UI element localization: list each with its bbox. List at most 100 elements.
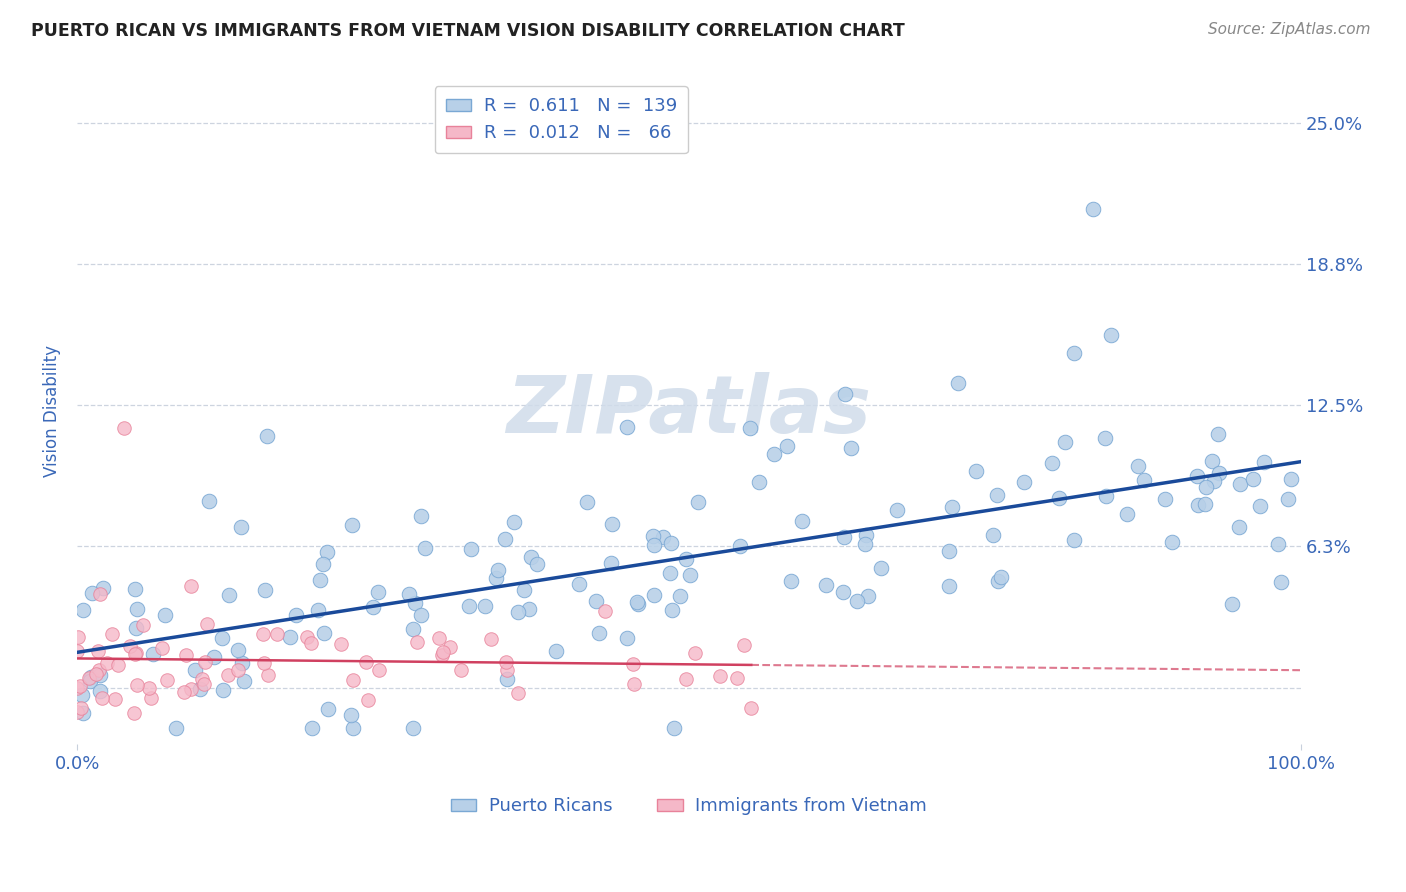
Point — [107, 657, 129, 672]
Point — [340, 518, 363, 533]
Point — [398, 587, 420, 601]
Point — [780, 574, 803, 588]
Point — [96, 656, 118, 670]
Point — [626, 595, 648, 609]
Point — [688, 495, 710, 509]
Text: ZIPatlas: ZIPatlas — [506, 372, 872, 450]
Point — [846, 594, 869, 608]
Point — [180, 579, 202, 593]
Point — [150, 641, 173, 656]
Point — [217, 667, 239, 681]
Point — [1202, 475, 1225, 489]
Point — [1154, 491, 1177, 506]
Point — [869, 561, 891, 575]
Point — [402, 623, 425, 637]
Point — [211, 682, 233, 697]
Point — [938, 579, 960, 593]
Point — [479, 632, 502, 647]
Point — [195, 616, 218, 631]
Point — [600, 517, 623, 532]
Point — [661, 603, 683, 617]
Point — [77, 671, 100, 685]
Point — [1040, 456, 1063, 470]
Point — [495, 655, 517, 669]
Point — [156, 673, 179, 687]
Point — [69, 680, 91, 694]
Point — [315, 545, 337, 559]
Point — [886, 503, 908, 517]
Point — [180, 682, 202, 697]
Point — [406, 635, 429, 649]
Text: PUERTO RICAN VS IMMIGRANTS FROM VIETNAM VISION DISABILITY CORRELATION CHART: PUERTO RICAN VS IMMIGRANTS FROM VIETNAM … — [31, 22, 904, 40]
Point — [508, 606, 530, 620]
Point — [1194, 497, 1216, 511]
Point — [790, 514, 813, 528]
Point — [125, 621, 148, 635]
Point — [1185, 469, 1208, 483]
Point — [593, 604, 616, 618]
Point — [616, 632, 638, 646]
Point — [643, 538, 665, 552]
Point — [1201, 454, 1223, 468]
Point — [568, 577, 591, 591]
Point — [122, 706, 145, 721]
Point — [1126, 458, 1149, 473]
Point — [658, 566, 681, 580]
Point — [683, 647, 706, 661]
Point — [72, 688, 94, 702]
Point — [986, 574, 1008, 588]
Point — [316, 702, 339, 716]
Point — [1227, 519, 1250, 533]
Point — [194, 655, 217, 669]
Point — [125, 646, 148, 660]
Point — [66, 681, 89, 695]
Point — [89, 684, 111, 698]
Text: Source: ZipAtlas.com: Source: ZipAtlas.com — [1208, 22, 1371, 37]
Point — [643, 529, 665, 543]
Point — [938, 544, 960, 558]
Point — [512, 583, 534, 598]
Point — [66, 705, 89, 719]
Point — [155, 607, 177, 622]
Point — [231, 656, 253, 670]
Point — [1249, 499, 1271, 513]
Point — [174, 648, 197, 663]
Y-axis label: Vision Disability: Vision Disability — [44, 345, 60, 477]
Point — [1063, 533, 1085, 547]
Point — [314, 625, 336, 640]
Point — [965, 463, 987, 477]
Point — [1161, 534, 1184, 549]
Point — [709, 669, 731, 683]
Point — [188, 682, 211, 697]
Point — [231, 520, 253, 534]
Point — [232, 674, 254, 689]
Point — [301, 722, 323, 736]
Point — [1277, 492, 1299, 507]
Point — [1012, 475, 1035, 489]
Point — [1095, 489, 1118, 503]
Point — [517, 601, 540, 615]
Point — [941, 500, 963, 514]
Point — [856, 590, 879, 604]
Point — [621, 657, 644, 671]
Point — [307, 603, 329, 617]
Point — [946, 376, 969, 390]
Point — [87, 644, 110, 658]
Point — [983, 528, 1005, 542]
Point — [191, 672, 214, 686]
Point — [659, 536, 682, 550]
Point — [368, 663, 391, 677]
Point — [675, 672, 697, 686]
Point — [730, 539, 752, 553]
Point — [1279, 472, 1302, 486]
Point — [733, 638, 755, 652]
Point — [125, 602, 148, 616]
Point — [1267, 537, 1289, 551]
Point — [1047, 491, 1070, 506]
Point — [520, 549, 543, 564]
Point — [432, 645, 454, 659]
Point — [832, 584, 855, 599]
Point — [458, 599, 481, 614]
Point — [599, 556, 621, 570]
Point — [253, 583, 276, 598]
